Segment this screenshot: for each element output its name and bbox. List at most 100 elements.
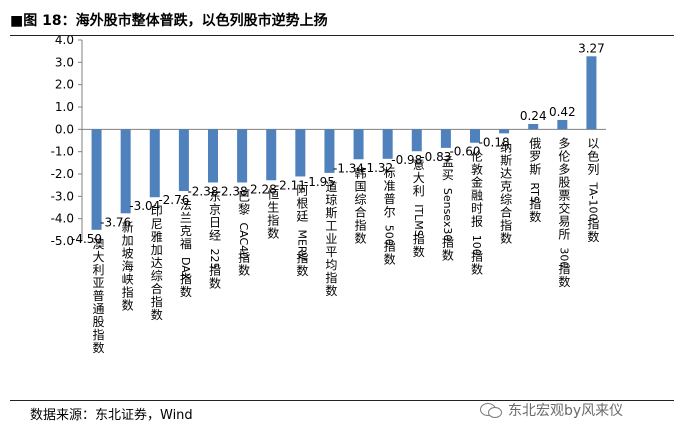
bar xyxy=(237,129,248,183)
data-label: -2.38 xyxy=(187,184,218,198)
category-label-char: 指 xyxy=(180,271,192,286)
category-label-char: 数 xyxy=(529,209,541,224)
y-tick-label: 4.0 xyxy=(55,36,74,47)
category-label-char: 数 xyxy=(558,274,570,289)
data-label: -1.95 xyxy=(304,175,335,189)
y-tick-label: -5.0 xyxy=(51,234,74,248)
category-label-char: 数 xyxy=(500,230,512,245)
category-label-segment: DAX xyxy=(179,257,192,281)
category-label-segment: TA-100 xyxy=(586,181,599,220)
category-label-segment: 300 xyxy=(557,247,570,268)
category-label-char: 指 xyxy=(93,327,105,342)
category-label-char: 通 xyxy=(93,302,105,316)
category-label-char: 亚 xyxy=(93,276,105,290)
category-label-char: 澳 xyxy=(93,237,105,251)
category-label-char: 数 xyxy=(413,244,425,259)
category-label-char: 合 xyxy=(151,281,163,296)
category-label-char: 斯 xyxy=(500,153,512,167)
category-label-char: 票 xyxy=(558,188,570,202)
category-label-char: 福 xyxy=(180,236,192,251)
category-label-char: 尔 xyxy=(384,204,396,219)
bar xyxy=(91,129,102,230)
category-label-char: 罗 xyxy=(529,149,541,163)
data-label: -1.32 xyxy=(362,161,393,175)
category-label-char: 准 xyxy=(384,179,396,193)
category-label-char: 指 xyxy=(442,235,454,250)
category-label-char: 色 xyxy=(587,149,599,163)
bar xyxy=(295,129,306,177)
category-label-char: 伦 xyxy=(471,149,483,164)
category-label-char: 合 xyxy=(355,204,367,219)
data-label: -3.04 xyxy=(129,199,160,213)
category-label-char: 经 xyxy=(209,228,221,242)
category-label-char: 大 xyxy=(93,250,105,264)
data-label: -1.34 xyxy=(333,161,364,175)
category-label-char: 数 xyxy=(93,340,105,355)
category-label-char: 数 xyxy=(384,252,396,267)
category-label-char: 指 xyxy=(267,212,279,227)
y-tick-label: 0.0 xyxy=(55,122,74,136)
category-label-char: 加 xyxy=(151,243,163,257)
category-label-char: 兰 xyxy=(180,211,192,225)
category-label-char: 综 xyxy=(151,269,163,283)
category-label-char: 指 xyxy=(384,239,396,254)
category-label-char: 指 xyxy=(471,249,483,264)
category-label-char: 根 xyxy=(296,196,308,210)
category-label-char: 数 xyxy=(267,225,279,240)
category-label-char: 大 xyxy=(413,171,425,185)
figure-title: ■图 18：海外股市整体普跌，以色列股市逆势上扬 xyxy=(10,13,328,29)
y-tick-label: 2.0 xyxy=(55,78,74,92)
category-label-char: 多 xyxy=(558,162,570,176)
category-label-char: 斯 xyxy=(529,162,541,176)
category-label-char: 易 xyxy=(558,214,570,228)
category-label-char: 达 xyxy=(500,166,512,180)
category-label-char: 买 xyxy=(442,168,454,182)
category-label-char: 指 xyxy=(587,216,599,231)
category-label-char: 阿 xyxy=(296,183,308,197)
category-label-segment: CAC40 xyxy=(237,222,250,259)
bar xyxy=(499,129,510,134)
category-label-char: 俄 xyxy=(529,136,541,150)
watermark-text: 东北宏观by风来仪 xyxy=(508,403,624,419)
category-label-char: 指 xyxy=(500,217,512,232)
data-label: -4.50 xyxy=(71,232,102,246)
y-tick-label: -2.0 xyxy=(51,167,74,181)
category-label-char: 新 xyxy=(122,219,134,234)
category-label-char: 数 xyxy=(355,230,367,245)
category-label-char: 多 xyxy=(558,136,570,150)
category-label-char: 克 xyxy=(500,179,512,193)
category-label-char: 数 xyxy=(122,297,134,312)
category-label-char: 金 xyxy=(471,175,483,190)
category-label-char: 股 xyxy=(93,315,105,329)
category-label-char: 数 xyxy=(442,248,454,263)
category-label-char: 数 xyxy=(325,283,337,298)
category-label-char: 标 xyxy=(384,166,396,180)
bar xyxy=(528,123,539,130)
data-label: -0.98 xyxy=(391,153,422,167)
category-label-char: 股 xyxy=(558,175,570,189)
data-label: -0.60 xyxy=(449,145,480,159)
bar xyxy=(411,129,422,152)
category-label-char: 京 xyxy=(209,202,221,216)
bar xyxy=(440,129,451,148)
category-label-char: 指 xyxy=(529,196,541,211)
category-label-segment: 500 xyxy=(383,225,396,246)
y-tick-label: 1.0 xyxy=(55,100,74,114)
category-label-char: 国 xyxy=(355,179,367,193)
figure-title-row: ■图 18：海外股市整体普跌，以色列股市逆势上扬 xyxy=(10,4,674,36)
category-label-char: 业 xyxy=(325,232,337,246)
bar xyxy=(470,129,480,143)
category-label-char: 雅 xyxy=(151,229,163,244)
category-label-segment: MERV xyxy=(295,229,308,260)
category-label-segment: RTS xyxy=(528,182,541,203)
y-tick-label: -1.0 xyxy=(51,145,74,159)
category-label-char: 克 xyxy=(180,224,192,238)
data-label: 0.24 xyxy=(520,109,547,123)
category-label-char: 工 xyxy=(325,219,337,233)
category-label-char: 孟 xyxy=(442,155,454,169)
category-label-segment: ITLMS xyxy=(412,204,425,237)
category-label-char: 日 xyxy=(209,215,221,229)
category-label-char: 琼 xyxy=(325,192,337,207)
category-label-char: 达 xyxy=(151,256,163,270)
bar-chart: 4.0 3.0 2.0 1.0 0.0 -1.0 -2.0 -3.0 -4.0 -5.0-4.50… xyxy=(51,33,606,355)
